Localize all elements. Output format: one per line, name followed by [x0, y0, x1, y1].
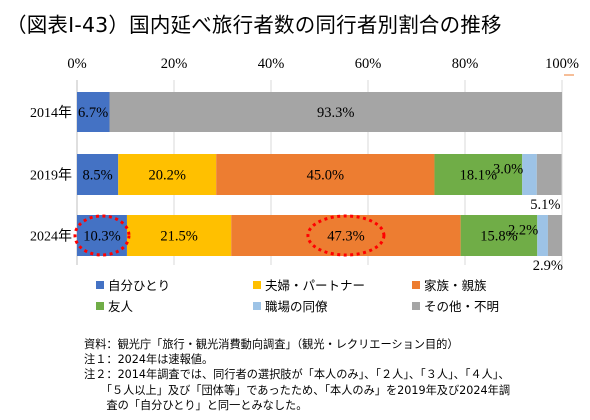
legend-label: 家族・親族 — [424, 278, 487, 293]
note-source: 資料：観光庁「旅行・観光消費動向調査」（観光・レクリエーション目的） — [84, 338, 459, 351]
highlight-ellipses — [73, 214, 386, 257]
bar-segment — [434, 154, 523, 195]
data-label: 20.2% — [148, 168, 185, 184]
data-label: 5.1% — [530, 197, 560, 213]
bar-segment — [536, 154, 562, 195]
legend-label: その他・不明 — [424, 299, 499, 314]
y-category-label: 2014年 — [30, 105, 72, 121]
x-tick-label: 100% — [545, 56, 579, 72]
y-category-label: 2024年 — [30, 229, 72, 245]
legend-swatch — [96, 281, 104, 289]
bar-segment — [216, 154, 435, 195]
data-label: 45.0% — [307, 168, 344, 184]
data-label: 47.3% — [327, 229, 364, 245]
data-labels: 6.7% 93.3% 8.5% 20.2% 45.0% 18.1%3.0% 5.1% 10.3… — [78, 105, 563, 274]
x-tick-label: 20% — [161, 56, 188, 72]
data-label: 15.8% — [480, 229, 517, 245]
bar-segment — [537, 215, 548, 256]
data-label: 21.5% — [160, 229, 197, 245]
chart-notes: 資料：観光庁「旅行・観光消費動向調査」（観光・レクリエーション目的） 注１：20… — [84, 337, 510, 413]
note-2-cont-1: 「５人以上」及び「団体等」であったため、「本人のみ」を2019年及び2024年調 — [84, 383, 511, 397]
bars — [77, 92, 563, 256]
bar-segment — [126, 215, 232, 256]
x-tick-label: 0% — [67, 56, 86, 72]
note-1: 注１：2024年は速報値。 — [84, 353, 214, 367]
legend-swatch — [96, 302, 104, 310]
legend-swatch — [253, 281, 261, 289]
highlight-ellipse — [73, 214, 131, 257]
note-2-cont-2: 査の「自分ひとり」と同一とみなした。 — [84, 398, 308, 412]
x-tick-label: 80% — [452, 56, 479, 72]
bar-segment — [522, 154, 537, 195]
legend-label: 自分ひとり — [108, 278, 170, 293]
data-label: 2.2% — [508, 223, 538, 239]
legend-label: 友人 — [108, 299, 134, 314]
legend-swatch — [412, 302, 420, 310]
stacked-bar-chart: 0% 20% 40% 60% 80% 100% 2014年 2019年 2024年 6.7% 9… — [30, 56, 579, 314]
bar-segment — [547, 215, 562, 256]
bar-segment — [231, 215, 461, 256]
data-label: 10.3% — [83, 229, 120, 245]
data-label: 2.9% — [533, 258, 563, 274]
y-axis-labels: 2014年 2019年 2024年 — [30, 105, 72, 245]
legend-swatch — [253, 302, 261, 310]
note-2: 注２：2014年調査では、同行者の選択肢が「本人のみ」、「２人」、「３人」、「４… — [84, 368, 510, 382]
data-label: 8.5% — [83, 168, 113, 184]
data-label: 3.0% — [493, 162, 523, 178]
bar-segment — [118, 154, 217, 195]
data-label: 6.7% — [78, 105, 108, 121]
x-tick-label: 60% — [355, 56, 382, 72]
bar-segment — [460, 215, 538, 256]
bar-segment — [77, 92, 110, 132]
legend-label: 夫婦・パートナー — [265, 278, 365, 293]
highlight-ellipse — [306, 214, 386, 257]
bar-segment — [77, 154, 119, 195]
chart-title: （図表Ⅰ-43）国内延べ旅行者数の同行者別割合の推移 — [6, 13, 502, 37]
x-tick-label: 40% — [258, 56, 285, 72]
data-label: 93.3% — [317, 105, 354, 121]
y-category-label: 2019年 — [30, 168, 72, 184]
legend-swatch — [412, 281, 420, 289]
x-axis-ticks: 0% 20% 40% 60% 80% 100% — [67, 56, 579, 72]
data-label: 18.1% — [460, 168, 497, 184]
bar-segment — [109, 92, 563, 132]
legend-label: 職場の同僚 — [265, 299, 328, 314]
